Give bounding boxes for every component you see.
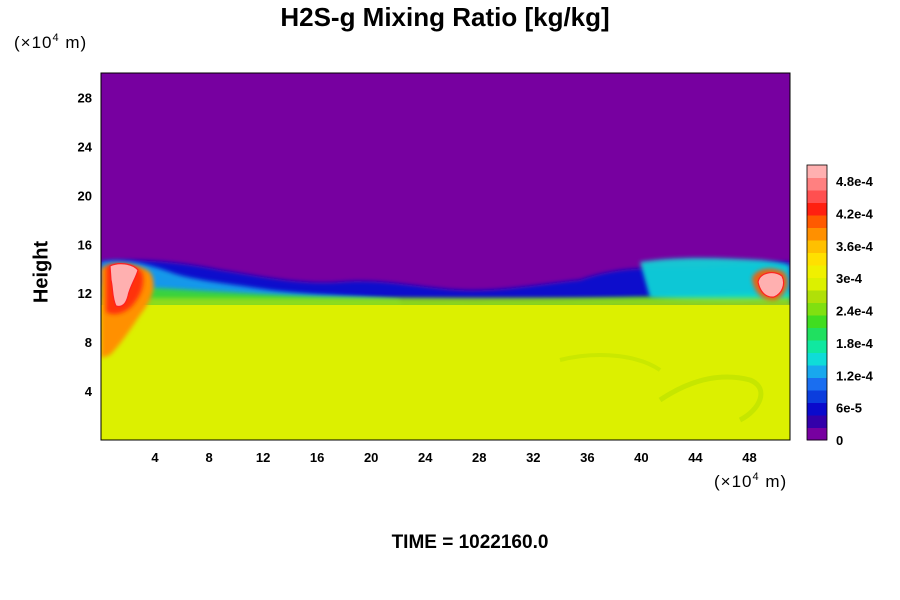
x-tick-label: 4 — [151, 450, 159, 465]
x-tick-label: 36 — [580, 450, 594, 465]
x-tick-label: 8 — [205, 450, 212, 465]
time-label: TIME = 1022160.0 — [391, 532, 549, 553]
colorbar-swatch — [807, 352, 827, 366]
colorbar-swatch — [807, 390, 827, 403]
y-tick-label: 16 — [78, 237, 92, 252]
colorbar-label: 6e-5 — [836, 401, 862, 416]
colorbar-label: 3.6e-4 — [836, 239, 874, 254]
x-tick-label: 24 — [418, 450, 433, 465]
plot-frame — [100, 72, 791, 441]
x-axis-unit: (×104 m) — [714, 471, 788, 491]
x-tick-label: 48 — [742, 450, 756, 465]
colorbar-swatch — [807, 202, 827, 216]
colorbar-swatch — [807, 227, 827, 241]
colorbar-label: 1.2e-4 — [836, 368, 874, 383]
x-tick-label: 12 — [256, 450, 270, 465]
heatmap-field — [101, 73, 790, 440]
colorbar-swatch — [807, 415, 827, 428]
interface-right-cyan — [640, 258, 790, 302]
lower-layer-swirl — [658, 374, 764, 423]
y-tick-label: 20 — [78, 188, 92, 203]
y-axis-ticks: 4 8 12 16 20 24 28 — [78, 90, 93, 399]
lower-layer-base — [101, 305, 790, 440]
colorbar-swatch — [807, 215, 827, 228]
colorbar-swatch — [807, 327, 827, 341]
x-tick-label: 16 — [310, 450, 324, 465]
colorbar-swatch — [807, 177, 827, 191]
colorbar-label: 4.2e-4 — [836, 207, 874, 222]
colorbar-swatch — [807, 365, 827, 378]
x-axis-ticks: 4 8 12 16 20 24 28 32 36 40 44 48 — [151, 450, 756, 465]
colorbar-swatch — [807, 402, 827, 416]
colorbar-swatch — [807, 315, 827, 328]
colorbar-swatch — [807, 427, 827, 441]
y-tick-label: 4 — [85, 384, 93, 399]
colorbar-label: 1.8e-4 — [836, 336, 874, 351]
x-tick-label: 32 — [526, 450, 540, 465]
y-tick-label: 12 — [78, 286, 92, 301]
colorbar-swatch — [807, 277, 827, 291]
interface-lime-strip — [101, 298, 790, 308]
lower-layer-swirl-2 — [559, 353, 662, 372]
colorbar-swatch — [807, 377, 827, 391]
colorbar-frame — [806, 164, 828, 441]
colorbar-swatch — [807, 252, 827, 266]
colorbar: 0 6e-5 1.2e-4 1.8e-4 2.4e-4 3e-4 3.6e-4 4.2e-4 4… — [806, 164, 874, 448]
chart-title: H2S-g Mixing Ratio [kg/kg] — [280, 2, 610, 32]
y-tick-label: 28 — [78, 90, 92, 105]
y-tick-label: 24 — [78, 139, 93, 154]
colorbar-label: 4.8e-4 — [836, 174, 874, 189]
right-plume-core — [757, 272, 785, 298]
colorbar-swatch — [807, 290, 827, 303]
y-tick-label: 8 — [85, 335, 92, 350]
colorbar-swatch — [807, 302, 827, 316]
x-tick-label: 40 — [634, 450, 648, 465]
colorbar-swatch — [807, 190, 827, 203]
colorbar-swatch — [807, 165, 827, 178]
x-tick-label: 20 — [364, 450, 378, 465]
colorbar-swatch — [807, 340, 827, 353]
colorbar-label: 2.4e-4 — [836, 304, 874, 319]
colorbar-label: 0 — [836, 433, 843, 448]
colorbar-label: 3e-4 — [836, 271, 863, 286]
x-tick-label: 28 — [472, 450, 486, 465]
left-plume-core — [109, 263, 139, 308]
y-axis-unit: (×104 m) — [14, 32, 88, 52]
x-tick-label: 44 — [688, 450, 703, 465]
colorbar-swatch — [807, 240, 827, 253]
colorbar-swatch — [807, 265, 827, 278]
